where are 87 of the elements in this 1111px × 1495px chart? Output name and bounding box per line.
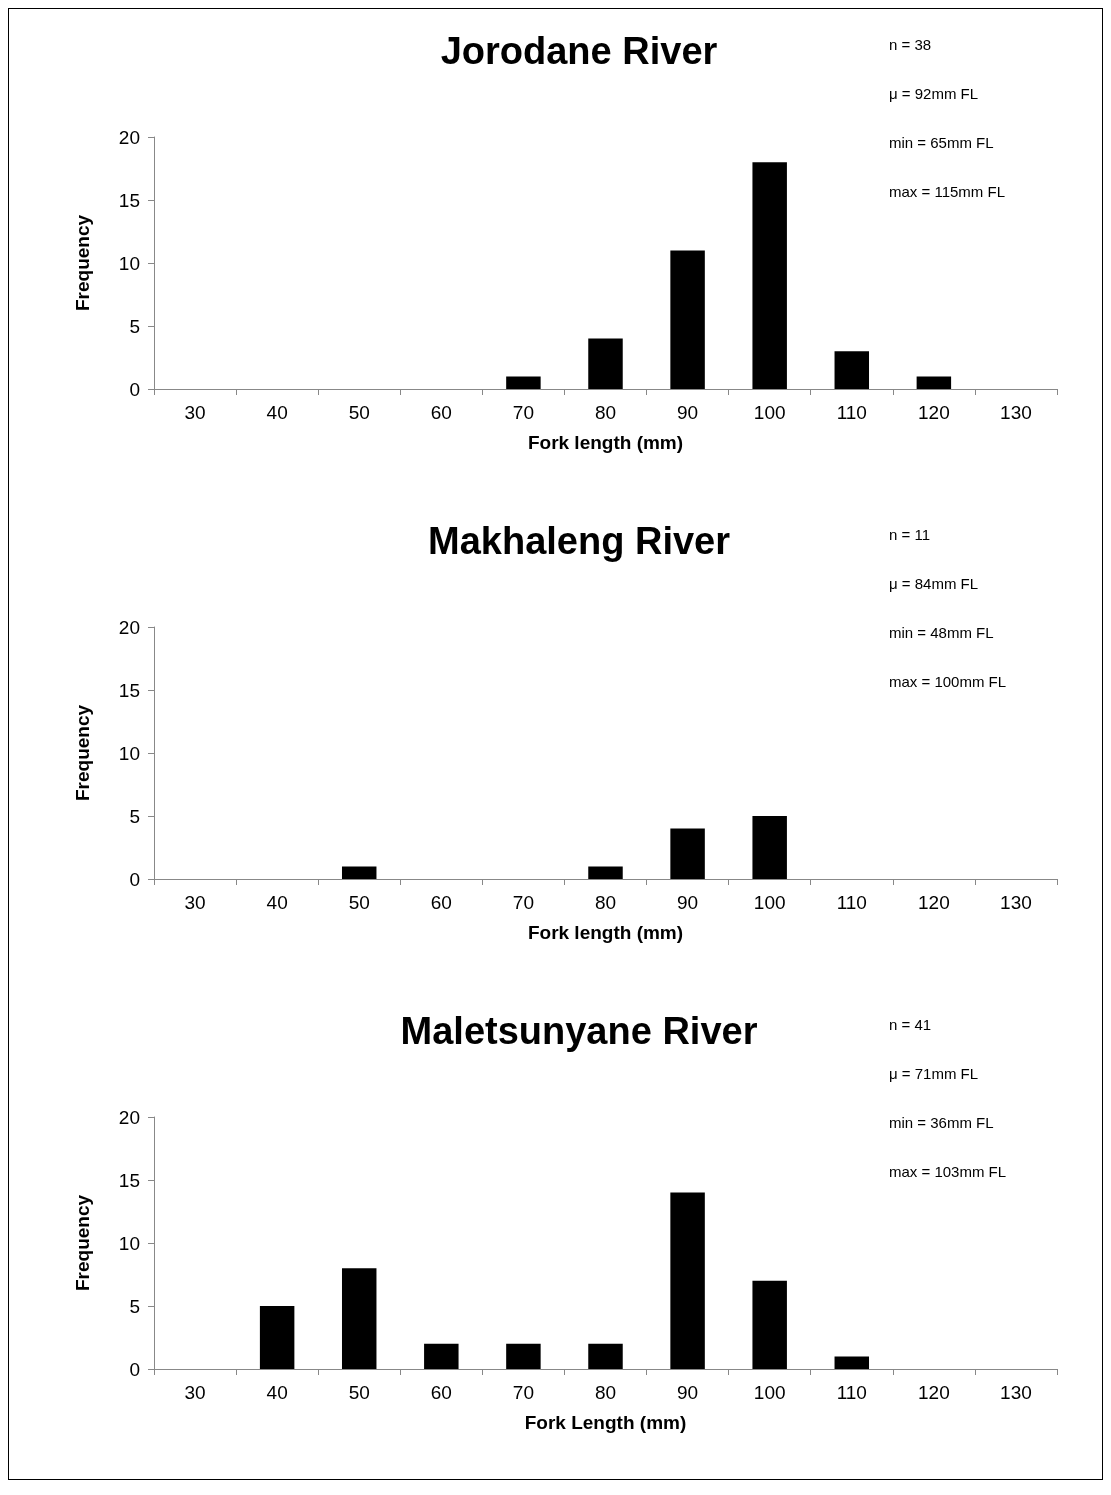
annotation: max = 103mm FL <box>889 1163 1007 1180</box>
x-tick-label: 100 <box>753 892 786 913</box>
bar <box>588 866 623 879</box>
bar <box>670 250 705 389</box>
chart-title: Jorodane River <box>440 30 718 72</box>
x-tick-label: 90 <box>677 402 699 423</box>
x-tick-label: 50 <box>348 1382 370 1403</box>
x-tick-label: 80 <box>594 892 617 913</box>
bar <box>752 162 787 389</box>
y-tick-label: 15 <box>118 189 140 211</box>
bar <box>670 1192 705 1369</box>
x-axis-title: Fork Length (mm) <box>524 1412 687 1433</box>
y-axis-title: Frequency <box>72 214 93 312</box>
text: μ = 71mm FL <box>889 1065 979 1082</box>
bar <box>341 1268 377 1369</box>
bar <box>916 376 952 389</box>
x-tick-label: 100 <box>753 402 786 423</box>
y-tick-label: 10 <box>118 742 140 764</box>
y-tick-label: 10 <box>118 252 140 274</box>
x-tick-label: 60 <box>430 402 452 423</box>
y-axis-title: Frequency <box>72 1194 93 1292</box>
bar <box>588 1343 623 1369</box>
x-tick-label: 30 <box>184 402 206 423</box>
x-tick-label: 60 <box>430 1382 452 1403</box>
bar <box>834 1356 870 1369</box>
x-tick-label: 70 <box>512 402 534 423</box>
y-tick-label: 0 <box>129 868 140 890</box>
y-tick-label: 0 <box>129 1358 140 1380</box>
x-tick-label: 80 <box>594 402 617 423</box>
x-tick-label: 70 <box>512 892 534 913</box>
x-tick-label: 50 <box>348 892 370 913</box>
x-tick-label: 40 <box>266 402 288 423</box>
y-axis-title: Frequency <box>72 704 93 802</box>
bar <box>670 828 705 879</box>
x-tick-label: 110 <box>836 402 867 423</box>
x-tick-label: 130 <box>1000 1382 1032 1403</box>
y-tick-label: 5 <box>129 805 140 827</box>
x-tick-label: 120 <box>918 892 950 913</box>
annotation: min = 36mm FL <box>889 1114 994 1131</box>
bar <box>752 1280 787 1369</box>
bar <box>588 338 623 389</box>
x-tick-label: 60 <box>430 892 452 913</box>
text: n = 41 <box>889 1016 932 1033</box>
x-tick-label: 40 <box>266 892 288 913</box>
annotation: min = 48mm FL <box>889 624 994 641</box>
bar <box>506 1343 541 1369</box>
x-tick-label: 50 <box>348 402 370 423</box>
bar <box>341 866 377 879</box>
y-tick-label: 10 <box>118 1232 140 1254</box>
y-tick-label: 5 <box>129 315 140 337</box>
x-tick-label: 40 <box>266 1382 288 1403</box>
chart-title: Maletsunyane River <box>400 1010 758 1052</box>
text: n = 38 <box>889 36 932 53</box>
bar <box>506 376 541 389</box>
x-axis-title: Fork length (mm) <box>527 922 684 943</box>
x-tick-label: 120 <box>918 402 950 423</box>
y-tick-label: 15 <box>118 679 140 701</box>
x-axis-title: Fork length (mm) <box>527 432 684 453</box>
y-tick-label: 20 <box>118 1106 140 1128</box>
x-tick-label: 110 <box>836 1382 867 1403</box>
y-tick-label: 5 <box>129 1295 140 1317</box>
chart-title: Makhaleng River <box>428 520 731 562</box>
text: n = 11 <box>889 526 931 543</box>
x-tick-label: 90 <box>677 892 699 913</box>
x-tick-label: 70 <box>512 1382 534 1403</box>
bar <box>259 1306 295 1369</box>
x-tick-label: 30 <box>184 892 206 913</box>
y-tick-label: 0 <box>129 378 140 400</box>
x-tick-label: 110 <box>836 892 867 913</box>
annotation: max = 115mm FL <box>889 183 1006 200</box>
bar <box>424 1343 459 1369</box>
annotation: min = 65mm FL <box>889 134 994 151</box>
x-tick-label: 130 <box>1000 892 1032 913</box>
x-tick-label: 130 <box>1000 402 1032 423</box>
x-tick-label: 90 <box>677 1382 699 1403</box>
bar <box>752 816 787 879</box>
y-tick-label: 20 <box>118 126 140 148</box>
x-tick-label: 80 <box>594 1382 617 1403</box>
annotation: max = 100mm FL <box>889 673 1007 690</box>
x-tick-label: 30 <box>184 1382 206 1403</box>
x-tick-label: 120 <box>918 1382 950 1403</box>
text: μ = 84mm FL <box>889 575 979 592</box>
y-tick-label: 15 <box>118 1169 140 1191</box>
bar <box>834 351 870 389</box>
x-tick-label: 100 <box>753 1382 786 1403</box>
text: μ = 92mm FL <box>889 85 979 102</box>
y-tick-label: 20 <box>118 616 140 638</box>
